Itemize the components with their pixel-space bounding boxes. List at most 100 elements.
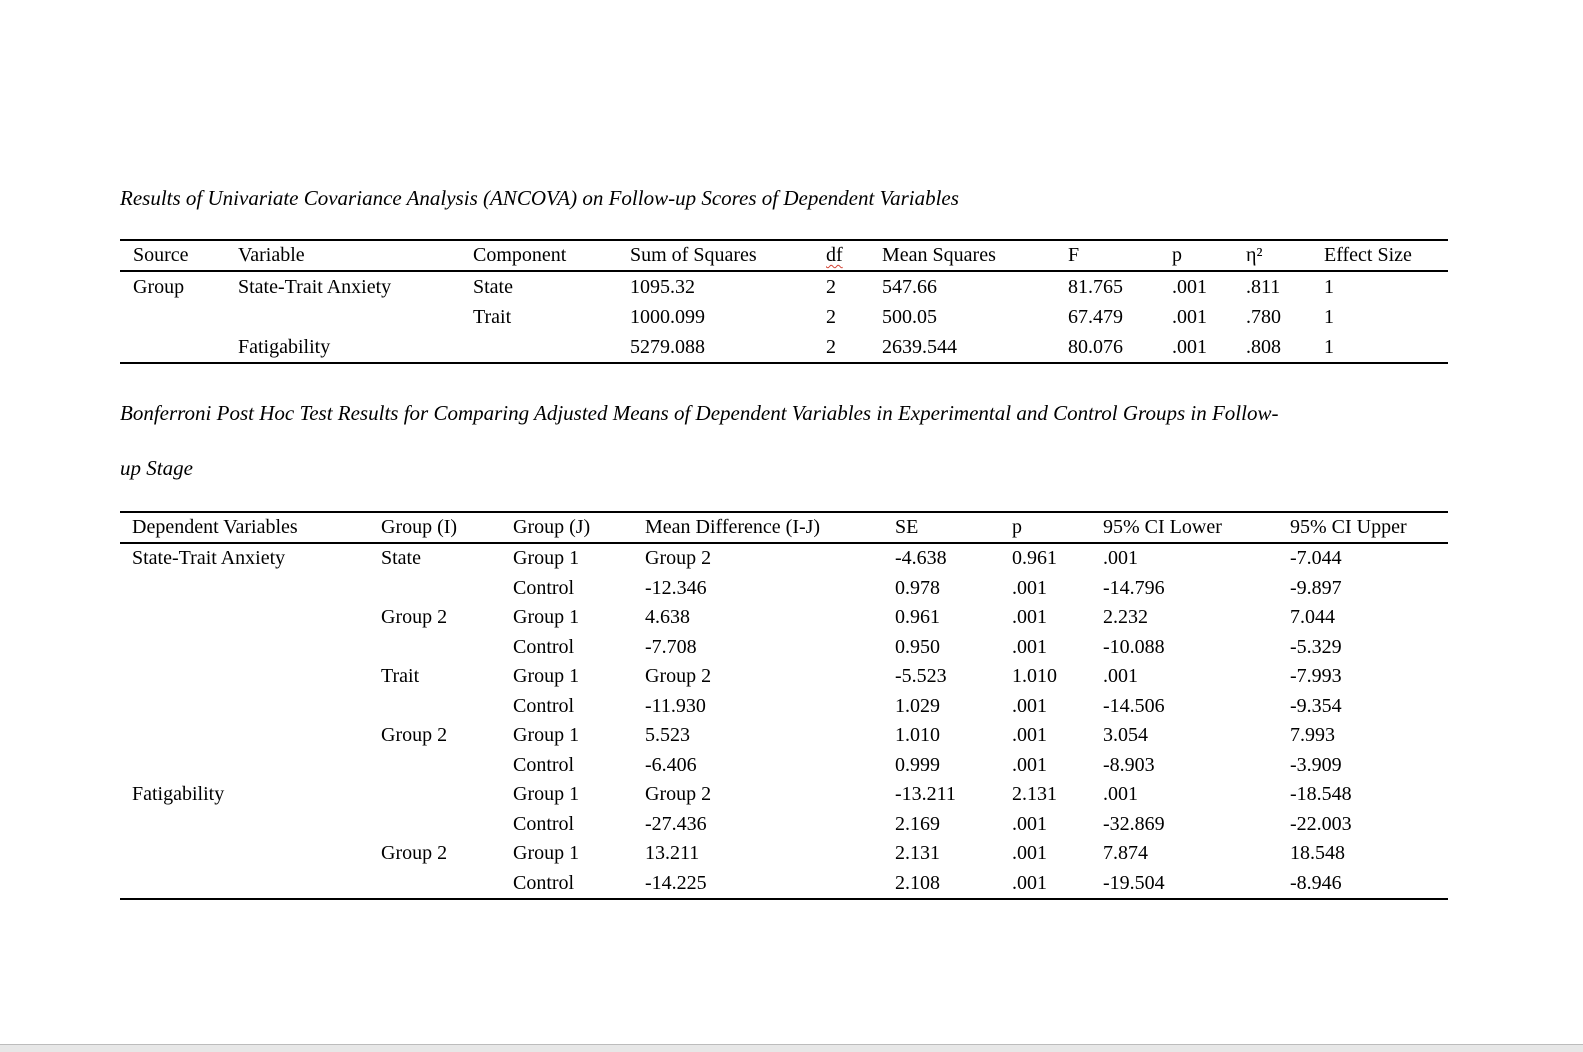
- table-cell: [460, 332, 617, 363]
- table-cell: Control: [513, 635, 575, 658]
- table-cell: .001: [1012, 842, 1047, 865]
- table-cell: -12.346: [645, 576, 707, 599]
- table-cell: -14.796: [1103, 576, 1165, 599]
- table-cell: 0.978: [895, 576, 940, 599]
- column-header-p: p: [1159, 240, 1233, 272]
- table-cell: Group 2: [381, 842, 448, 865]
- table-cell: -32.869: [1103, 812, 1165, 835]
- table-row: State-Trait Anxiety State Group 1 Group 2 -4…: [120, 543, 1448, 574]
- table-cell: -22.003: [1290, 812, 1352, 835]
- table-cell: [120, 332, 225, 363]
- table-cell: [369, 751, 501, 781]
- table-cell: .780: [1246, 305, 1281, 328]
- table-row: Control -11.930 1.029 .001 -14.506 -9.354: [120, 692, 1448, 722]
- table-cell: 0.950: [895, 635, 940, 658]
- table-cell: -6.406: [645, 753, 697, 776]
- table-cell: 1: [1324, 335, 1334, 358]
- table-cell: 7.993: [1290, 724, 1335, 747]
- table-row: Group State-Trait Anxiety State 1095.32 2 547…: [120, 271, 1448, 302]
- table-cell: Group 1: [513, 842, 580, 865]
- table-cell: Trait: [473, 305, 512, 328]
- table-cell: Control: [513, 753, 575, 776]
- table-cell: [120, 633, 369, 663]
- table-cell: Group 2: [381, 606, 448, 629]
- column-header-se: SE: [883, 512, 1000, 544]
- column-header-p: p: [1000, 512, 1091, 544]
- table-cell: [225, 302, 460, 332]
- table-cell: [369, 810, 501, 840]
- column-header-dependent-variables: Dependent Variables: [120, 512, 369, 544]
- table-cell: -14.225: [645, 871, 707, 894]
- table-row: Control -7.708 0.950 .001 -10.088 -5.329: [120, 633, 1448, 663]
- table-cell: [120, 839, 369, 869]
- table1-caption: Results of Univariate Covariance Analysi…: [120, 186, 959, 210]
- column-header-sum-of-squares: Sum of Squares: [617, 240, 813, 272]
- table-cell: State: [473, 275, 513, 298]
- table-cell: -9.354: [1290, 694, 1342, 717]
- column-header-f: F: [1055, 240, 1159, 272]
- table-cell: 81.765: [1068, 275, 1123, 298]
- column-header-95-ci-upper: 95% CI Upper: [1278, 512, 1448, 544]
- table-cell: [369, 780, 501, 810]
- table-cell: -14.506: [1103, 694, 1165, 717]
- table-cell: 2.232: [1103, 606, 1148, 629]
- table-cell: -8.946: [1290, 871, 1342, 894]
- table-cell: -27.436: [645, 812, 707, 835]
- table-cell: .001: [1012, 635, 1047, 658]
- table-cell: 80.076: [1068, 335, 1123, 358]
- table-cell: Trait: [381, 665, 420, 688]
- table-cell: 5.523: [645, 724, 690, 747]
- table-cell: State-Trait Anxiety: [132, 547, 286, 570]
- table-cell: -9.897: [1290, 576, 1342, 599]
- table-cell: 4.638: [645, 606, 690, 629]
- table-cell: Group 1: [513, 606, 580, 629]
- table-cell: .001: [1172, 275, 1207, 298]
- table-cell: [120, 302, 225, 332]
- table-cell: Group 1: [513, 547, 580, 570]
- table-cell: -11.930: [645, 694, 706, 717]
- table-cell: [120, 574, 369, 604]
- table-header-row: Source Variable Component Sum of Squares df M…: [120, 240, 1448, 272]
- table-row: Fatigability Group 1 Group 2 -13.211 2.131 .0…: [120, 780, 1448, 810]
- table-cell: 1: [1324, 275, 1334, 298]
- table-cell: -4.638: [895, 547, 947, 570]
- table-cell: 1000.099: [630, 305, 705, 328]
- table-cell: 2: [826, 275, 836, 298]
- ancova-results-table: Source Variable Component Sum of Squares df M…: [120, 239, 1448, 364]
- table-cell: [369, 692, 501, 722]
- table-cell: [369, 633, 501, 663]
- table-cell: [120, 692, 369, 722]
- table-cell: Group 2: [645, 783, 712, 806]
- table-cell: .001: [1012, 812, 1047, 835]
- table-cell: .001: [1012, 871, 1047, 894]
- table-cell: 2.108: [895, 871, 940, 894]
- table-cell: .001: [1012, 753, 1047, 776]
- table-cell: 1.029: [895, 694, 940, 717]
- table-cell: 13.211: [645, 842, 700, 865]
- table-cell: .808: [1246, 335, 1281, 358]
- viewport-bottom-edge: [0, 1044, 1583, 1052]
- column-header-effect-size: Effect Size: [1311, 240, 1448, 272]
- table-cell: 2.169: [895, 812, 940, 835]
- table-row: Control -12.346 0.978 .001 -14.796 -9.897: [120, 574, 1448, 604]
- table-cell: 18.548: [1290, 842, 1345, 865]
- table-cell: 2639.544: [882, 335, 957, 358]
- table-row: Group 2 Group 1 4.638 0.961 .001 2.232 7.044: [120, 603, 1448, 633]
- table-cell: .001: [1103, 665, 1138, 688]
- column-header-group-i: Group (I): [369, 512, 501, 544]
- table-cell: -7.708: [645, 635, 697, 658]
- table-cell: Group 2: [645, 665, 712, 688]
- table-cell: Group 1: [513, 783, 580, 806]
- table-cell: Group 2: [381, 724, 448, 747]
- table-cell: State-Trait Anxiety: [238, 275, 392, 298]
- table-cell: .001: [1172, 305, 1207, 328]
- bonferroni-posthoc-table: Dependent Variables Group (I) Group (J) Mea…: [120, 511, 1448, 900]
- table-cell: .001: [1012, 576, 1047, 599]
- table-cell: 547.66: [882, 275, 937, 298]
- table-cell: -7.993: [1290, 665, 1342, 688]
- table-cell: Control: [513, 576, 575, 599]
- table-cell: -19.504: [1103, 871, 1165, 894]
- table-cell: [369, 869, 501, 900]
- table-cell: Control: [513, 871, 575, 894]
